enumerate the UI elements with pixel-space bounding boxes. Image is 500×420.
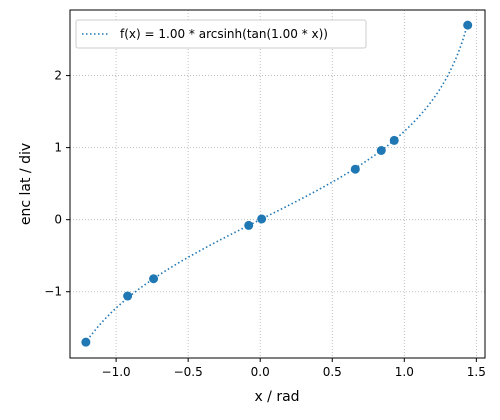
fit-curve — [86, 23, 469, 341]
x-tick-label: −1.0 — [102, 365, 131, 379]
y-ticks: −1 0 1 2 — [44, 69, 70, 299]
grid — [70, 10, 485, 358]
data-point — [244, 220, 254, 230]
plot-frame — [69, 9, 486, 359]
data-point — [257, 214, 267, 224]
points-layer — [81, 20, 473, 347]
data-point — [123, 291, 133, 301]
x-tick-label: 1.0 — [395, 365, 414, 379]
data-point — [149, 274, 159, 284]
x-tick-label: 0.0 — [251, 365, 270, 379]
x-axis-label: x / rad — [254, 389, 299, 405]
plot-area — [70, 10, 485, 358]
x-tick-label: −0.5 — [174, 365, 203, 379]
x-ticks: −1.0 −0.5 0.0 0.5 1.0 1.5 — [102, 358, 486, 379]
legend-label: f(x) = 1.00 * arcsinh(tan(1.00 * x)) — [120, 27, 328, 41]
legend-box — [75, 19, 367, 49]
y-axis-label: enc lat / div — [18, 143, 34, 225]
y-tick-label: 2 — [54, 69, 62, 83]
x-tick-label: 1.5 — [467, 365, 486, 379]
x-tick-label: 0.5 — [323, 365, 342, 379]
y-tick-label: −1 — [44, 285, 62, 299]
data-point — [350, 164, 360, 174]
y-tick-label: 0 — [54, 213, 62, 227]
data-point — [81, 337, 91, 347]
curve-layer — [86, 23, 469, 341]
data-point — [389, 135, 399, 145]
data-point — [376, 145, 386, 155]
legend: f(x) = 1.00 * arcsinh(tan(1.00 * x)) — [75, 19, 367, 49]
y-tick-label: 1 — [54, 141, 62, 155]
data-point — [463, 20, 473, 30]
